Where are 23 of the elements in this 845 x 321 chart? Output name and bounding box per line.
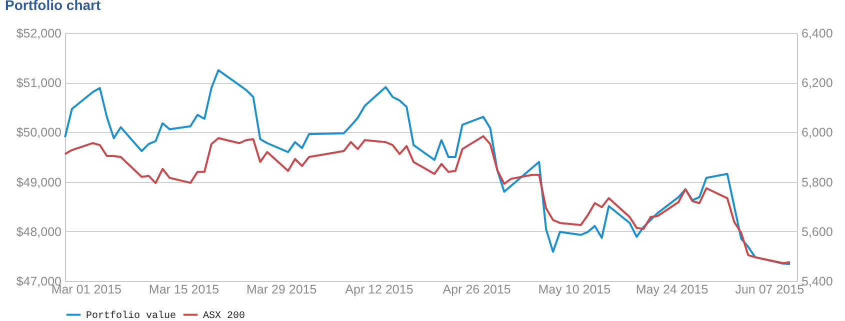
y-tick-label: $50,000 xyxy=(16,126,62,140)
y-tick-label: $52,000 xyxy=(16,26,62,40)
y-tick-label: $49,000 xyxy=(16,175,62,190)
y2-tick-label: 6,200 xyxy=(802,76,833,90)
x-tick-label: Apr 12 2015 xyxy=(345,282,414,296)
chart-title: Portfolio chart xyxy=(5,0,102,13)
y-tick-label: $51,000 xyxy=(16,76,62,90)
x-tick-label: Apr 26 2015 xyxy=(442,282,511,296)
line-series xyxy=(64,69,792,266)
y2-tick-label: 6,000 xyxy=(802,126,833,140)
y2-tick-label: 5,400 xyxy=(802,274,833,288)
x-tick-label: Mar 29 2015 xyxy=(246,282,317,296)
x-tick-label: Jun 07 2015 xyxy=(735,282,804,296)
x-tick-label: May 10 2015 xyxy=(538,282,611,296)
x-tick-label: Mar 15 2015 xyxy=(148,282,220,296)
y2-tick-label: 6,400 xyxy=(802,26,833,40)
y2-tick-label: 5,600 xyxy=(802,224,833,239)
y-tick-label: $48,000 xyxy=(16,224,62,239)
legend-label: Portfolio value xyxy=(86,310,176,321)
line-series xyxy=(64,135,792,264)
legend-label: ASX 200 xyxy=(203,310,246,321)
x-tick-label: May 24 2015 xyxy=(636,282,708,296)
y2-tick-label: 5,800 xyxy=(802,175,833,190)
